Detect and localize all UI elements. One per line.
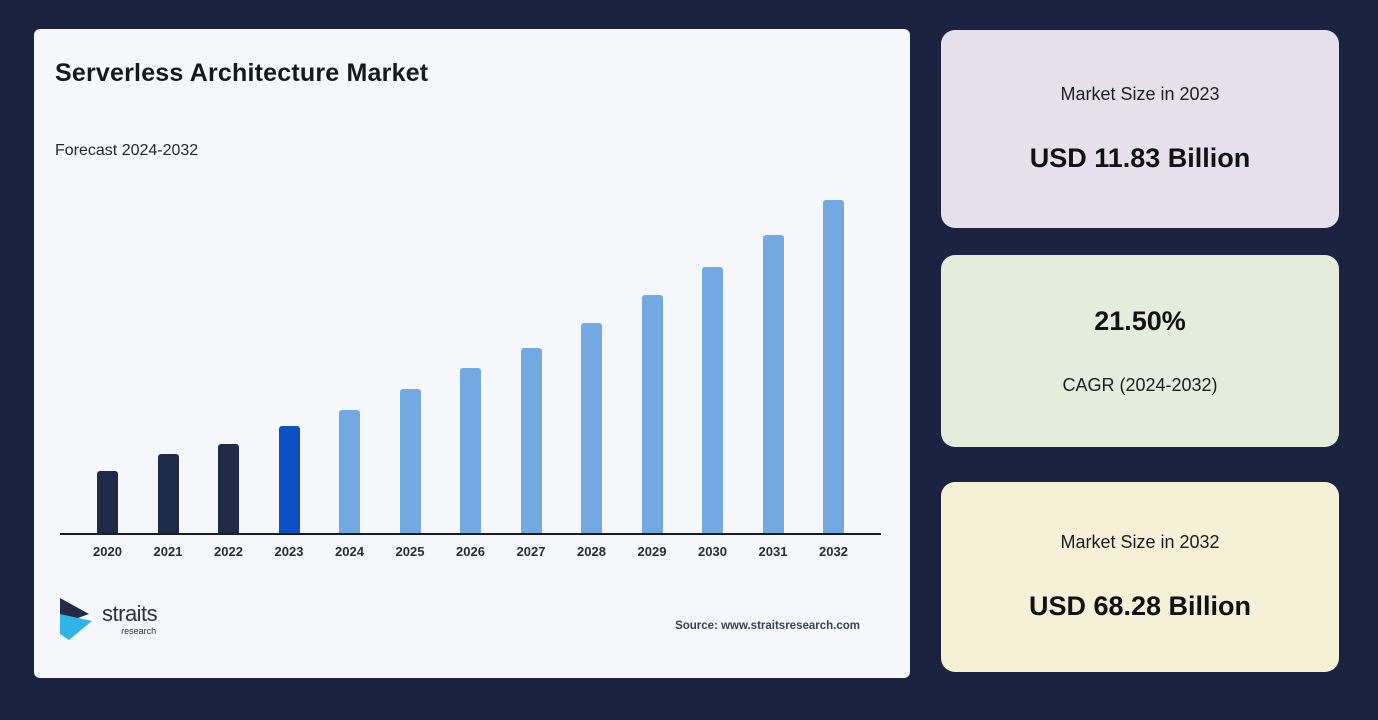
bar-2021 xyxy=(157,454,179,533)
bar-2024 xyxy=(339,410,360,533)
bar-2029 xyxy=(641,295,663,533)
stat-label-2032: Market Size in 2032 xyxy=(1060,532,1220,552)
x-axis-label-2023: 2023 xyxy=(274,544,304,559)
logo-arrow-icon xyxy=(60,598,92,640)
x-axis-label-2020: 2020 xyxy=(93,544,122,559)
source-text: Source: www.straitsresearch.com xyxy=(675,620,860,632)
bar-chart-plot-area xyxy=(60,197,881,535)
bar-2023 xyxy=(278,426,300,533)
logo-subtext: research xyxy=(121,625,157,636)
bar-chart: 2020 2021 2022 2023 2024 2025 2026 2027 2028 2029… xyxy=(60,197,881,559)
bar-2020 xyxy=(97,471,118,533)
bar-2025 xyxy=(399,389,421,533)
stat-label-2023: Market Size in 2023 xyxy=(1060,84,1220,104)
bar-2022 xyxy=(218,444,239,533)
stat-label-cagr: CAGR (2024-2032) xyxy=(1062,375,1218,395)
x-axis-label-2022: 2022 xyxy=(214,544,243,559)
x-axis-label-2027: 2027 xyxy=(516,544,546,559)
x-axis-label-2032: 2032 xyxy=(819,544,848,559)
stat-card-market-size-2032: Market Size in 2032 USD 68.28 Billion xyxy=(941,482,1339,672)
logo-name: straits xyxy=(102,600,158,626)
stat-value-2023: USD 11.83 Billion xyxy=(1029,143,1251,173)
x-axis-label-2031: 2031 xyxy=(758,544,788,559)
x-axis-label-2021: 2021 xyxy=(153,544,183,559)
bar-2032 xyxy=(823,200,844,533)
stat-value-cagr: 21.50% xyxy=(1094,306,1186,336)
x-axis-label-2029: 2029 xyxy=(637,544,667,559)
chart-card: Serverless Architecture Market Forecast … xyxy=(34,29,910,678)
bar-2031 xyxy=(762,235,784,533)
x-axis-label-2028: 2028 xyxy=(577,544,606,559)
stat-card-market-size-2023: Market Size in 2023 USD 11.83 Billion xyxy=(941,30,1339,228)
logo-wordmark: straits research xyxy=(102,600,158,636)
x-axis-label-2026: 2026 xyxy=(456,544,485,559)
straits-research-logo: straits research xyxy=(58,597,158,641)
x-axis-label-2024: 2024 xyxy=(335,544,364,559)
bar-2030 xyxy=(702,267,723,533)
stat-card-cagr: 21.50% CAGR (2024-2032) xyxy=(941,255,1339,447)
x-axis-label-2025: 2025 xyxy=(395,544,425,559)
bar-chart-x-axis-labels: 2020 2021 2022 2023 2024 2025 2026 2027 2028 2029… xyxy=(60,544,881,559)
x-axis-label-2030: 2030 xyxy=(698,544,727,559)
chart-title: Serverless Architecture Market xyxy=(55,59,429,87)
chart-subtitle: Forecast 2024-2032 xyxy=(55,142,199,159)
bar-2028 xyxy=(581,323,602,533)
bar-2027 xyxy=(520,348,542,533)
bar-2026 xyxy=(460,368,481,533)
stat-value-2032: USD 68.28 Billion xyxy=(1028,591,1252,621)
